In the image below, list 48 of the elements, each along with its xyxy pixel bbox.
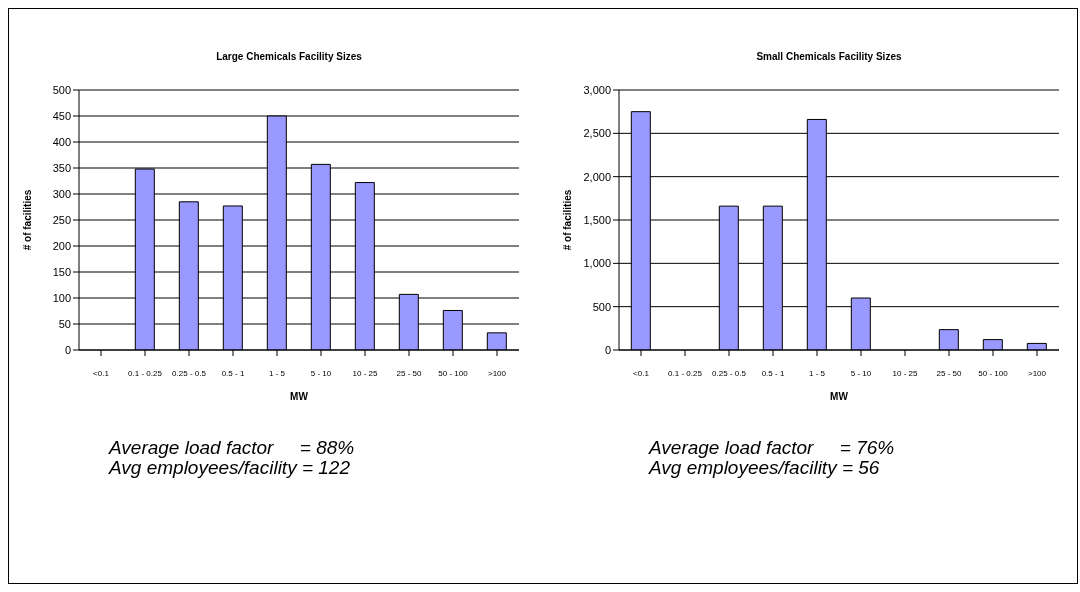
y-tick-label: 200 xyxy=(52,239,71,252)
x-axis-title: MW xyxy=(290,391,309,402)
y-tick-label: 3,000 xyxy=(583,83,611,96)
x-tick-label: 10 - 25 xyxy=(892,368,918,378)
y-tick-label: 50 xyxy=(58,317,71,330)
x-tick-label: 25 - 50 xyxy=(936,368,962,378)
y-tick-label: 450 xyxy=(52,109,71,122)
x-tick-label: 25 - 50 xyxy=(396,368,422,378)
y-axis-title: # of facilities xyxy=(561,189,573,251)
x-tick-label: 5 - 10 xyxy=(850,368,872,378)
y-tick-label: 2,500 xyxy=(583,127,611,140)
x-tick-label: 0.25 - 0.5 xyxy=(712,368,747,378)
x-tick-label: 0.5 - 1 xyxy=(761,368,785,378)
x-tick-label: >100 xyxy=(1027,368,1047,378)
text: Avg employees/facility = 56 xyxy=(649,457,881,478)
x-tick-label: <0.1 xyxy=(93,368,110,378)
y-tick-label: 250 xyxy=(52,213,71,226)
x-axis-title: MW xyxy=(830,391,849,402)
x-tick-label: >100 xyxy=(487,368,507,378)
x-tick-label: 1 - 5 xyxy=(268,368,286,378)
x-tick-label: 0.1 - 0.25 xyxy=(668,368,703,378)
y-tick-label: 0 xyxy=(64,343,71,356)
x-tick-label: 1 - 5 xyxy=(808,368,826,378)
y-tick-label: 1,000 xyxy=(583,257,611,270)
y-tick-label: 100 xyxy=(52,291,71,304)
text: Avg employees/facility = 122 xyxy=(109,457,351,478)
x-tick-label: 5 - 10 xyxy=(310,368,332,378)
y-tick-label: 400 xyxy=(52,135,71,148)
x-tick-label: 0.25 - 0.5 xyxy=(172,368,207,378)
x-tick-label: 50 - 100 xyxy=(438,368,469,378)
x-tick-label: 10 - 25 xyxy=(352,368,378,378)
x-tick-label: <0.1 xyxy=(633,368,650,378)
y-tick-label: 1,500 xyxy=(583,213,611,226)
y-tick-label: 150 xyxy=(52,265,71,278)
chart-title: Large Chemicals Facility Sizes xyxy=(215,51,363,62)
y-axis-title: # of facilities xyxy=(21,189,33,251)
y-tick-label: 500 xyxy=(52,83,71,96)
text: Average load factor = 76% xyxy=(649,437,896,458)
y-tick-label: 0 xyxy=(604,343,611,356)
chart-title: Small Chemicals Facility Sizes xyxy=(755,51,903,62)
y-tick-label: 2,000 xyxy=(583,170,611,183)
text: Average load factor = 88% xyxy=(109,437,356,458)
y-tick-label: 350 xyxy=(52,161,71,174)
y-tick-label: 500 xyxy=(592,300,611,313)
x-tick-label: 0.1 - 0.25 xyxy=(128,368,163,378)
x-tick-label: 0.5 - 1 xyxy=(221,368,245,378)
y-tick-label: 300 xyxy=(52,187,71,200)
x-tick-label: 50 - 100 xyxy=(978,368,1009,378)
